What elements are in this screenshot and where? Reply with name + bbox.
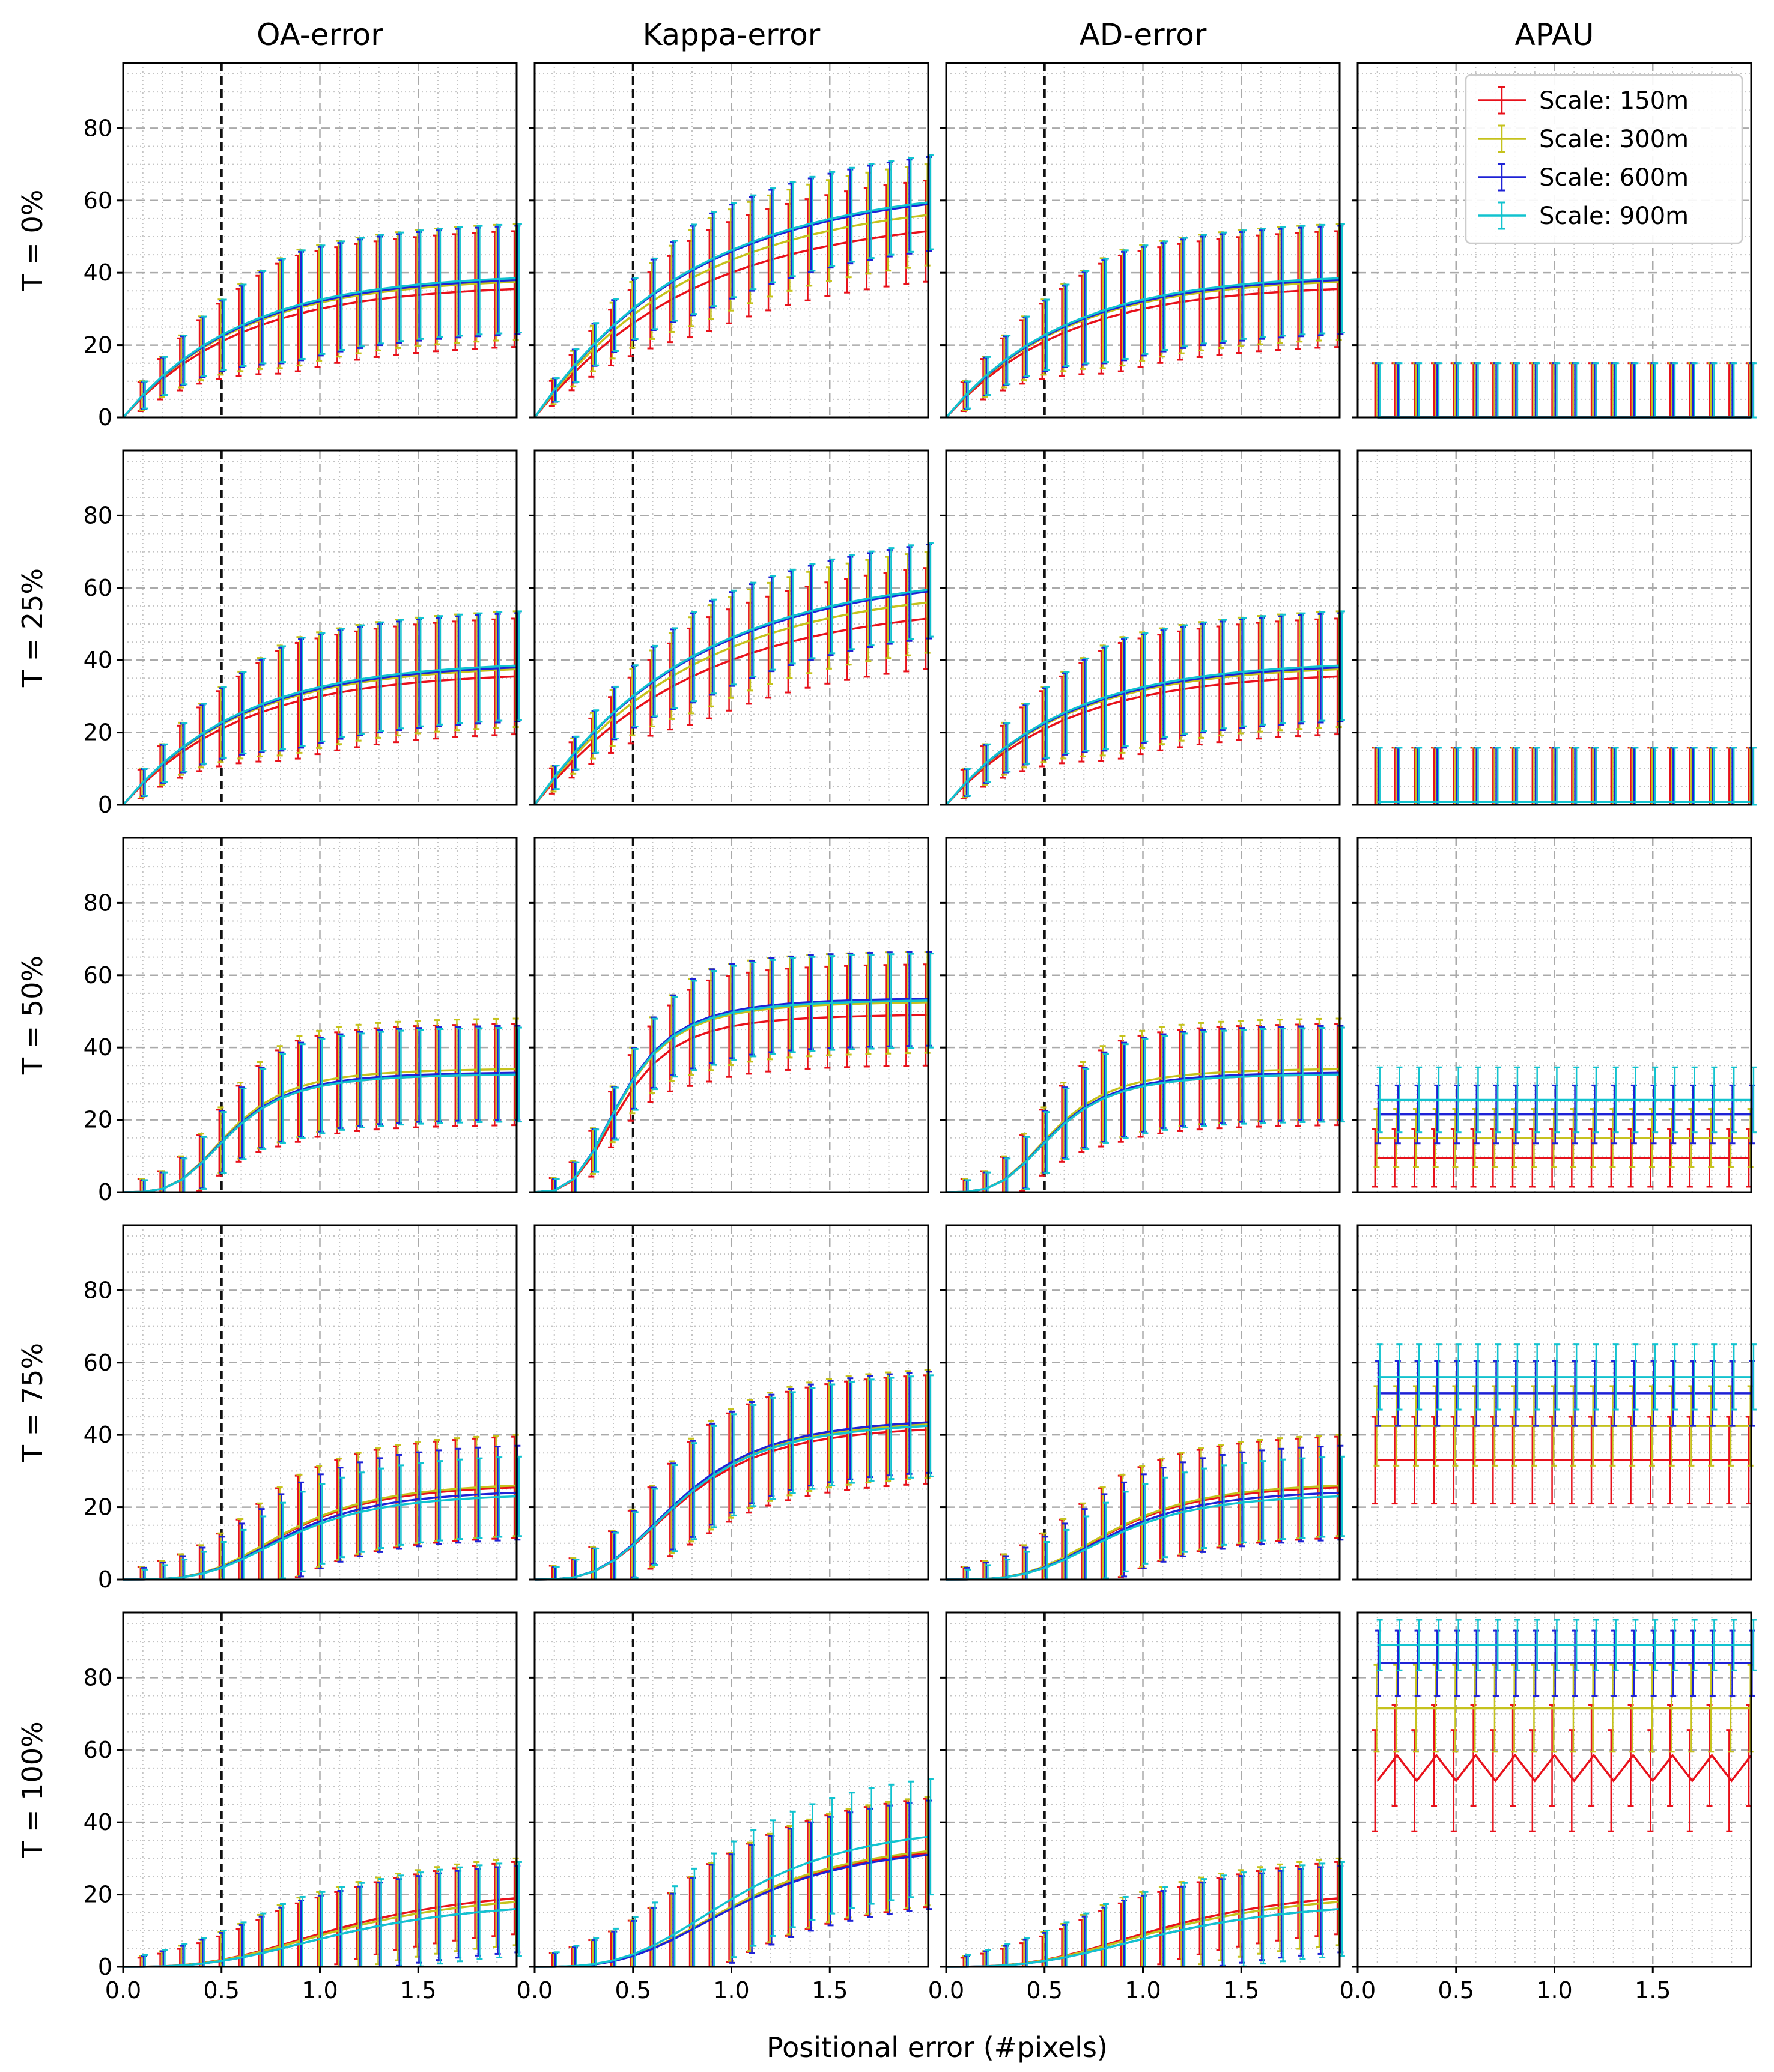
y-tick-label: 60 [84,575,112,601]
panel-frame [533,62,929,419]
x-tick-label: 0.0 [517,1977,553,2004]
series-line [533,601,929,806]
series-line [945,288,1340,419]
y-tick-label: 80 [84,1277,112,1303]
y-tick-label: 80 [84,1664,112,1691]
panel-kappa-error-row0 [529,62,934,419]
x-tick-label: 1.5 [400,1977,436,2004]
y-tick-label: 0 [98,1954,112,1980]
panel-kappa-error-row4: 0.0 0.5 1.0 1.5 [517,1611,934,2004]
panel-ad-error-row0 [940,62,1345,419]
series-line [123,1073,517,1193]
y-tick-label: 60 [84,187,112,214]
panel-ad-error-row2 [940,837,1345,1193]
panel-oa-error-row2: 0 20 40 60 80 [84,837,522,1205]
x-tick-label: 1.5 [812,1977,848,2004]
x-tick-label: 1.0 [1125,1977,1161,2004]
series-line [122,664,517,806]
panel-frame [122,1224,518,1581]
panels-layer: 0 20 40 60 80 0 20 40 60 80 0 20 40 60 80 0 20 40 60 80 0 20 4… [84,62,1757,2004]
x-tick-label: 0.5 [615,1977,651,2004]
series-line [123,1907,517,1968]
series-line [946,1495,1340,1581]
panel-frame [945,1224,1341,1581]
panel-frame [1356,62,1752,419]
series-line [534,1835,929,1968]
y-tick-label: 20 [84,719,112,746]
y-tick-label: 40 [84,1809,112,1835]
panel-frame [533,1224,929,1581]
y-tick-label: 40 [84,1422,112,1448]
panel-kappa-error-row1 [529,449,934,806]
y-tick-label: 40 [84,259,112,286]
panel-frame [122,62,518,419]
series-line [533,214,929,419]
x-tick-label: 0.5 [204,1977,240,2004]
series-line [533,617,929,806]
panel-oa-error-row0: 0 20 40 60 80 [84,62,522,431]
y-tick-label: 0 [98,1566,112,1593]
panel-frame [533,837,929,1193]
series-line [946,1073,1340,1193]
series-line [533,230,929,419]
y-tick-label: 60 [84,1737,112,1763]
panel-frame [122,449,518,806]
x-tick-label: 1.0 [302,1977,338,2004]
series-line [122,288,517,419]
y-tick-label: 80 [84,115,112,141]
y-tick-label: 20 [84,1107,112,1133]
panel-frame [533,449,929,806]
y-tick-label: 20 [84,1494,112,1521]
panel-frame [945,62,1341,419]
panel-ad-error-row4: 0.0 0.5 1.0 1.5 [928,1611,1345,2004]
panel-ad-error-row3 [940,1224,1345,1581]
series-line [946,1907,1340,1968]
y-tick-label: 80 [84,889,112,916]
y-tick-label: 80 [84,502,112,529]
series-line [534,1425,929,1581]
panel-frame [945,449,1341,806]
series-line [945,277,1340,419]
series-line [122,277,517,419]
x-tick-label: 1.5 [1223,1977,1259,2004]
panel-kappa-error-row2 [529,837,934,1193]
y-tick-label: 0 [98,404,112,431]
series-line [945,664,1340,806]
series-line [123,1495,517,1581]
y-tick-label: 0 [98,1179,112,1205]
panel-oa-error-row3: 0 20 40 60 80 [84,1224,522,1593]
x-tick-label: 0.5 [1027,1977,1063,2004]
x-tick-label: 0.0 [928,1977,964,2004]
panel-frame [945,837,1341,1193]
series-line [122,675,517,806]
y-tick-label: 0 [98,792,112,818]
panel-kappa-error-row3 [529,1224,934,1581]
y-tick-label: 40 [84,1034,112,1061]
series-line [533,201,929,419]
series-line [533,589,929,806]
y-tick-label: 60 [84,962,112,989]
y-tick-label: 20 [84,1882,112,1908]
y-tick-label: 20 [84,332,112,359]
y-tick-label: 40 [84,647,112,673]
panel-ad-error-row1 [940,449,1345,806]
panel-oa-error-row4: 0 20 40 60 80 0.0 0.5 1.0 1.5 [84,1611,522,2004]
series-line [945,675,1340,806]
panel-apau-row1 [1352,449,1757,806]
panel-oa-error-row1: 0 20 40 60 80 [84,449,522,818]
x-tick-label: 1.0 [713,1977,749,2004]
panel-frame [122,837,518,1193]
x-tick-label: 0.0 [105,1977,141,2004]
series-line [534,1014,929,1193]
series-line [534,999,929,1193]
y-tick-label: 60 [84,1350,112,1376]
